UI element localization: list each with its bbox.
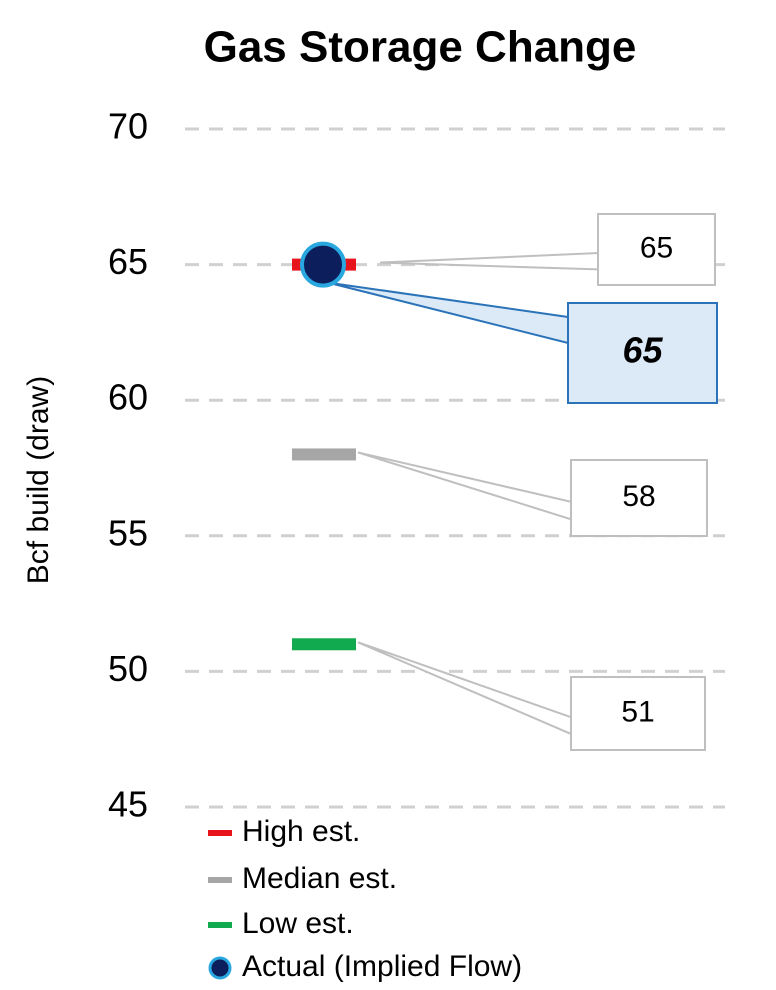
data-dash bbox=[292, 448, 356, 461]
legend-marker bbox=[208, 956, 232, 980]
callout-box bbox=[597, 213, 716, 286]
callout-leader bbox=[327, 281, 569, 345]
y-tick-label: 65 bbox=[108, 241, 148, 282]
callout-leader bbox=[357, 641, 572, 736]
legend-marker bbox=[208, 877, 232, 883]
data-label: 51 bbox=[621, 695, 654, 728]
y-tick-label: 45 bbox=[108, 784, 148, 825]
callout-leader bbox=[357, 451, 572, 521]
legend-marker bbox=[208, 922, 232, 928]
callout-box bbox=[570, 459, 708, 537]
y-tick-label: 60 bbox=[108, 377, 148, 418]
legend-label: Median est. bbox=[242, 862, 397, 895]
data-label: 65 bbox=[640, 231, 673, 264]
callout-leader bbox=[379, 252, 599, 271]
y-tick-label: 70 bbox=[108, 106, 148, 147]
data-point bbox=[300, 241, 346, 288]
legend-marker bbox=[208, 830, 232, 836]
y-axis-label: Bcf build (draw) bbox=[22, 376, 55, 584]
y-tick-label: 55 bbox=[108, 512, 148, 553]
callout-box bbox=[567, 302, 718, 404]
y-tick-label: 50 bbox=[108, 648, 148, 689]
legend-label: Actual (Implied Flow) bbox=[242, 950, 522, 983]
chart-title: Gas Storage Change bbox=[204, 23, 637, 72]
callout-box bbox=[570, 676, 706, 751]
data-dash bbox=[292, 638, 356, 651]
data-label: 58 bbox=[622, 480, 655, 513]
legend-label: Low est. bbox=[242, 907, 354, 940]
data-label: 65 bbox=[622, 330, 663, 371]
legend-label: High est. bbox=[242, 815, 360, 848]
